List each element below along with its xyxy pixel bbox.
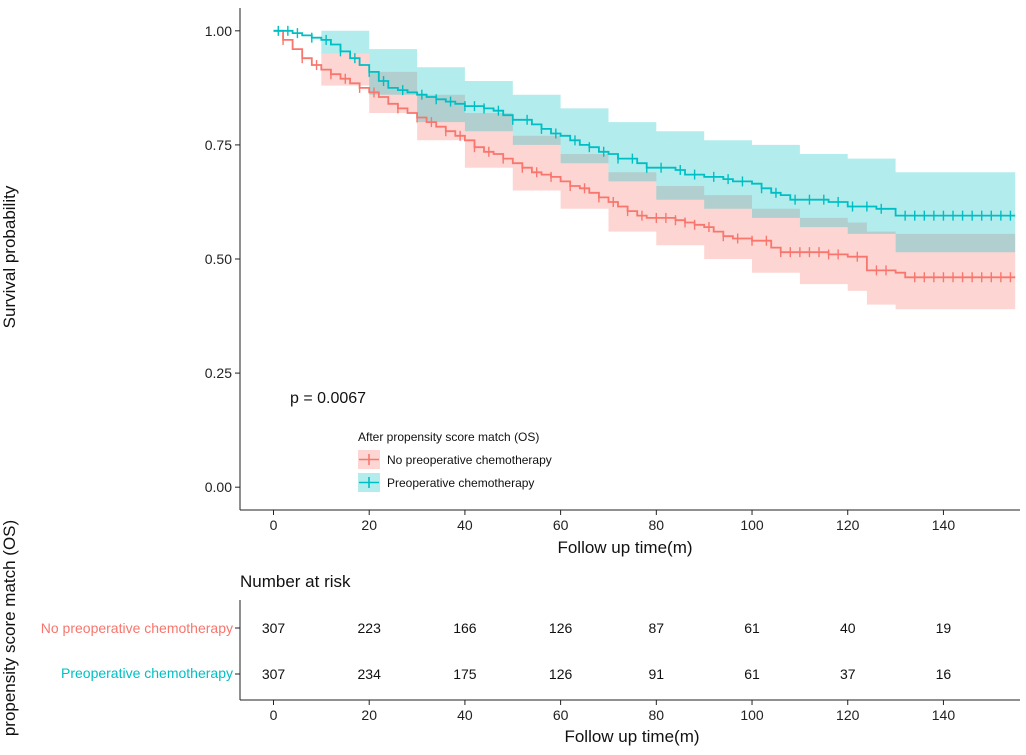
censor-marks bbox=[277, 25, 1012, 283]
confidence-band-preop bbox=[273, 30, 1016, 255]
risk-x-tick-label: 40 bbox=[457, 707, 473, 723]
risk-x-tick-label: 60 bbox=[553, 707, 569, 723]
legend-key-preop bbox=[358, 473, 380, 492]
risk-cell-no-preop: 87 bbox=[649, 620, 665, 636]
risk-x-tick-label: 100 bbox=[740, 707, 764, 723]
legend-key-no-preop bbox=[358, 450, 380, 469]
legend-label-preop: Preoperative chemotherapy bbox=[387, 476, 534, 490]
x-tick-label: 140 bbox=[932, 517, 956, 533]
survival-curve-no-preop bbox=[273, 29, 1016, 279]
risk-table-axes bbox=[235, 600, 1020, 701]
risk-cell-preop: 126 bbox=[549, 666, 573, 682]
confidence-bands bbox=[273, 30, 1016, 312]
risk-cell-no-preop: 40 bbox=[840, 620, 856, 636]
risk-table-title: Number at risk bbox=[240, 572, 351, 591]
risk-cell-no-preop: 19 bbox=[936, 620, 952, 636]
confidence-band-no-preop bbox=[273, 30, 1016, 312]
legend-label-no-preop: No preoperative chemotherapy bbox=[387, 453, 552, 467]
risk-x-tick-label: 140 bbox=[932, 707, 956, 723]
x-tick-label: 80 bbox=[649, 517, 665, 533]
p-value-label: p = 0.0067 bbox=[290, 390, 366, 407]
risk-cell-preop: 175 bbox=[453, 666, 477, 682]
legend: After propensity score match (OS) No pre… bbox=[358, 430, 552, 492]
x-tick-label: 100 bbox=[740, 517, 764, 533]
risk-cell-preop: 61 bbox=[744, 666, 760, 682]
risk-cell-preop: 37 bbox=[840, 666, 856, 682]
risk-cell-no-preop: 307 bbox=[262, 620, 286, 636]
risk-cell-no-preop: 61 bbox=[744, 620, 760, 636]
x-tick-label: 60 bbox=[553, 517, 569, 533]
y-tick-label: 0.25 bbox=[205, 365, 232, 381]
risk-x-axis-ticks: 0 20 40 60 80 100 120 140 bbox=[270, 700, 956, 723]
risk-cell-no-preop: 126 bbox=[549, 620, 573, 636]
risk-x-tick-label: 0 bbox=[270, 707, 278, 723]
risk-x-tick-label: 20 bbox=[361, 707, 377, 723]
y-tick-label: 1.00 bbox=[205, 23, 232, 39]
risk-cell-no-preop: 166 bbox=[453, 620, 477, 636]
risk-table-y-title: propensity score match (OS) bbox=[0, 520, 19, 736]
y-tick-label: 0.50 bbox=[205, 251, 232, 267]
risk-cell-preop: 307 bbox=[262, 666, 286, 682]
risk-row-label-preop: Preoperative chemotherapy bbox=[61, 665, 233, 681]
risk-x-tick-label: 120 bbox=[836, 707, 860, 723]
y-axis-ticks: 0.00 0.25 0.50 0.75 1.00 bbox=[205, 23, 240, 495]
risk-cell-preop: 16 bbox=[936, 666, 952, 682]
y-axis-title: Survival probability bbox=[0, 185, 19, 328]
x-axis-title: Follow up time(m) bbox=[557, 538, 692, 557]
x-tick-label: 20 bbox=[361, 517, 377, 533]
y-tick-label: 0.75 bbox=[205, 137, 232, 153]
x-tick-label: 40 bbox=[457, 517, 473, 533]
risk-x-axis-title: Follow up time(m) bbox=[564, 727, 699, 746]
risk-table-cells: 307 223 166 126 87 61 40 19 307 234 175 126 91 61 37 16 bbox=[262, 620, 952, 682]
x-axis-ticks: 0 20 40 60 80 100 120 140 bbox=[270, 510, 956, 533]
risk-cell-preop: 91 bbox=[649, 666, 665, 682]
risk-cell-preop: 234 bbox=[358, 666, 382, 682]
legend-title: After propensity score match (OS) bbox=[358, 430, 539, 444]
x-tick-label: 0 bbox=[270, 517, 278, 533]
risk-cell-no-preop: 223 bbox=[358, 620, 382, 636]
y-tick-label: 0.00 bbox=[205, 479, 232, 495]
risk-row-label-no-preop: No preoperative chemotherapy bbox=[41, 620, 233, 636]
risk-x-tick-label: 80 bbox=[649, 707, 665, 723]
x-tick-label: 120 bbox=[836, 517, 860, 533]
